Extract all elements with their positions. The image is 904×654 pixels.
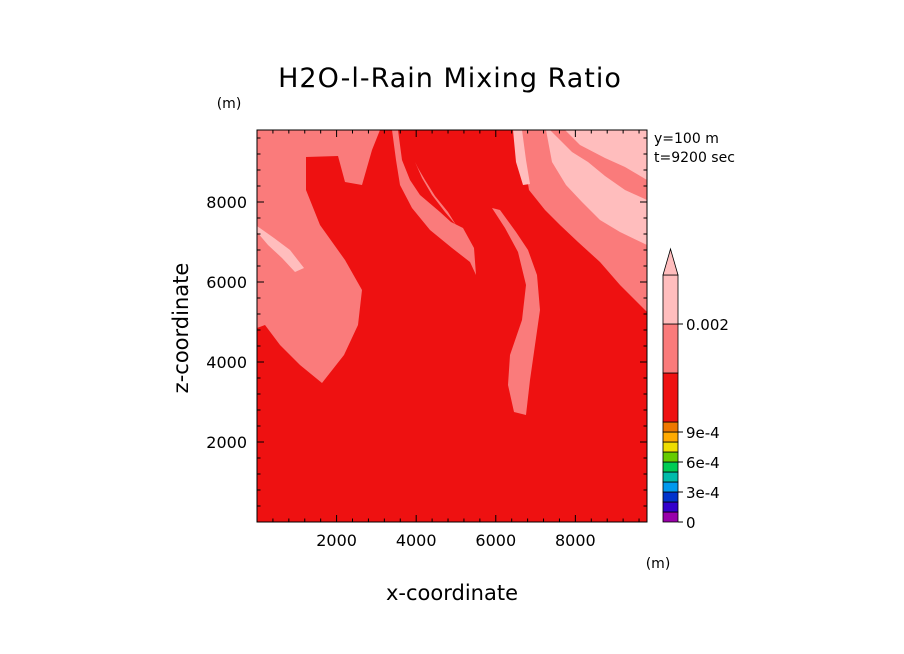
y-unit-label: (m)	[217, 96, 242, 112]
annotation-time: t=9200 sec	[654, 150, 735, 166]
y-axis-label: z-coordinate	[169, 263, 193, 394]
colorbar-band	[662, 481, 679, 493]
y-tick-labels: 2000 4000 6000 8000	[206, 193, 247, 452]
y-tick-label: 4000	[206, 353, 247, 372]
y-tick-label: 6000	[206, 273, 247, 292]
region-high	[257, 226, 304, 272]
colorbar-band	[662, 431, 679, 443]
colorbar-band	[662, 511, 679, 523]
colorbar-labels: 0 3e-4 6e-4 9e-4 0.002	[678, 316, 729, 532]
colorbar-extension-arrow	[662, 247, 679, 276]
x-tick-label: 6000	[475, 531, 516, 550]
region-high	[513, 130, 530, 185]
colorbar-label: 6e-4	[686, 454, 720, 472]
contour-plot	[257, 130, 647, 522]
colorbar-band	[662, 421, 679, 433]
region-high	[546, 130, 647, 245]
x-tick-label: 8000	[555, 531, 596, 550]
colorbar-band	[662, 491, 679, 503]
region-mid	[392, 130, 476, 275]
chart-title: H2O-l-Rain Mixing Ratio	[278, 63, 622, 94]
x-axis-label: x-coordinate	[386, 581, 518, 605]
colorbar-label: 0.002	[686, 316, 729, 334]
region-mid	[415, 162, 456, 225]
annotation-y-slice: y=100 m	[654, 131, 719, 147]
x-tick-label: 2000	[316, 531, 357, 550]
colorbar-band	[662, 471, 679, 483]
y-tick-label: 8000	[206, 193, 247, 212]
region-mid	[257, 130, 380, 383]
region-high	[565, 130, 647, 180]
x-tick-labels: 2000 4000 6000 8000	[316, 531, 595, 550]
colorbar-band	[662, 372, 679, 423]
colorbar-label: 9e-4	[686, 424, 720, 442]
colorbar	[662, 247, 679, 523]
region-mid	[492, 208, 540, 415]
colorbar-label: 0	[686, 514, 696, 532]
x-tick-label: 4000	[396, 531, 437, 550]
colorbar-label: 3e-4	[686, 484, 720, 502]
colorbar-band	[662, 323, 679, 374]
colorbar-band	[662, 501, 679, 513]
y-tick-label: 2000	[206, 433, 247, 452]
colorbar-band	[662, 461, 679, 473]
axis-ticks	[257, 130, 647, 522]
plot-frame	[256, 129, 648, 523]
x-unit-label: (m)	[646, 556, 671, 572]
colorbar-band	[662, 441, 679, 453]
colorbar-band	[662, 274, 679, 325]
colorbar-band	[662, 451, 679, 463]
